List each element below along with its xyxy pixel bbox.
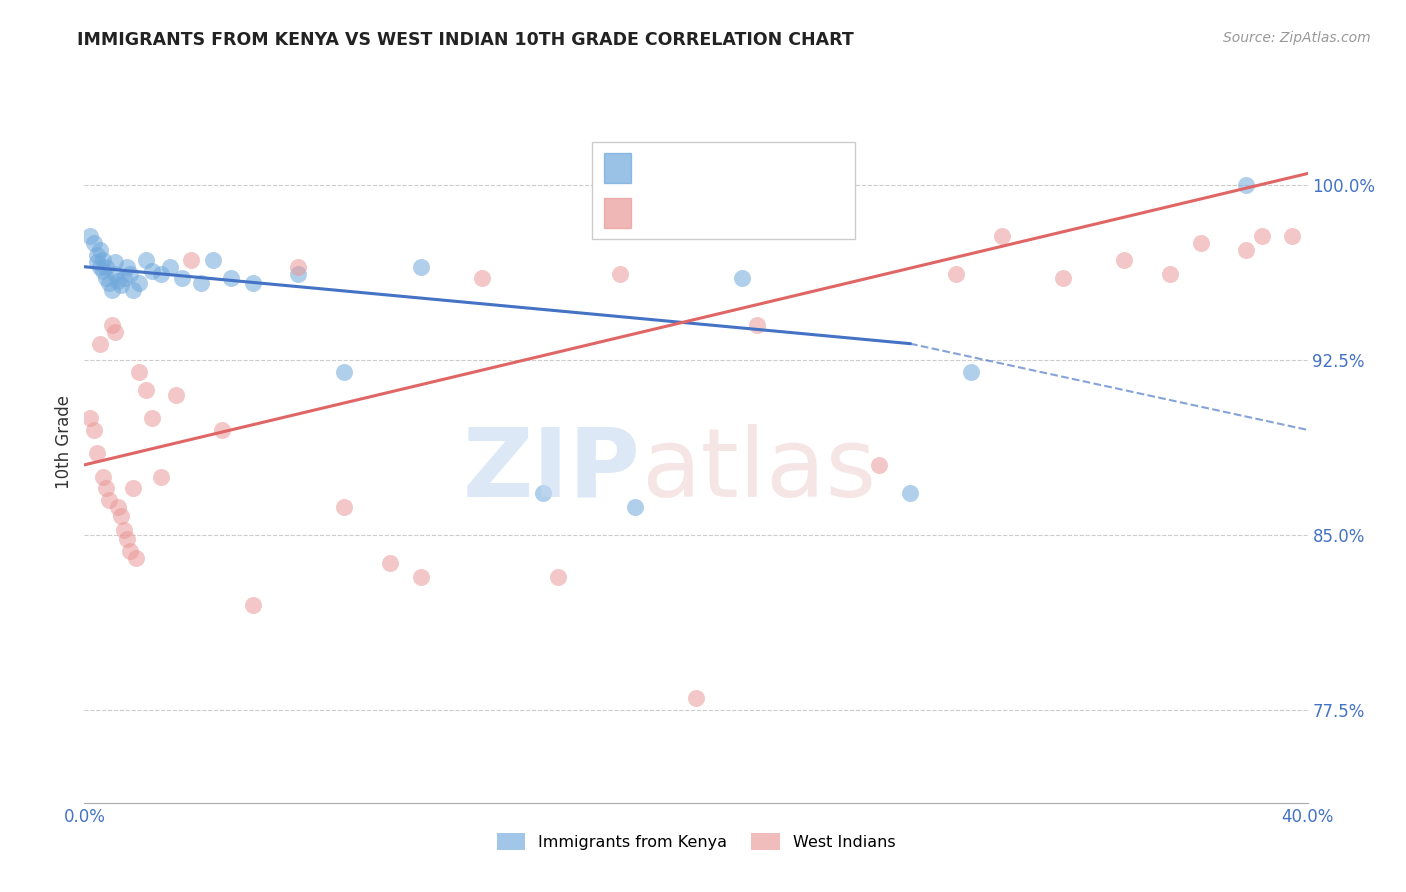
- Point: [135, 252, 157, 267]
- Point: [747, 318, 769, 332]
- Point: [1236, 178, 1258, 193]
- Point: [91, 252, 114, 267]
- Point: [1052, 271, 1074, 285]
- Point: [1189, 236, 1212, 251]
- Y-axis label: 10th Grade: 10th Grade: [55, 394, 73, 489]
- Point: [83, 236, 105, 251]
- Point: [122, 481, 145, 495]
- Point: [531, 485, 554, 500]
- Point: [960, 365, 983, 379]
- Point: [89, 336, 111, 351]
- Point: [471, 271, 494, 285]
- Point: [609, 267, 631, 281]
- Point: [125, 551, 148, 566]
- Point: [211, 423, 233, 437]
- Point: [79, 411, 101, 425]
- Text: R = -0.235   N = 39: R = -0.235 N = 39: [641, 157, 804, 175]
- Point: [86, 255, 108, 269]
- Text: IMMIGRANTS FROM KENYA VS WEST INDIAN 10TH GRADE CORRELATION CHART: IMMIGRANTS FROM KENYA VS WEST INDIAN 10T…: [77, 31, 853, 49]
- Text: atlas: atlas: [641, 424, 876, 517]
- Text: Source: ZipAtlas.com: Source: ZipAtlas.com: [1223, 31, 1371, 45]
- Point: [180, 252, 202, 267]
- Point: [1114, 252, 1136, 267]
- Point: [135, 384, 157, 398]
- Point: [190, 276, 212, 290]
- Point: [149, 267, 172, 281]
- Point: [94, 481, 117, 495]
- Point: [201, 252, 224, 267]
- Point: [1250, 229, 1272, 244]
- Point: [898, 485, 921, 500]
- Point: [172, 271, 194, 285]
- Point: [165, 388, 187, 402]
- Point: [91, 264, 114, 278]
- Point: [731, 271, 754, 285]
- Point: [409, 260, 432, 274]
- Point: [287, 260, 309, 274]
- Point: [141, 411, 163, 425]
- Text: ZIP: ZIP: [463, 424, 641, 517]
- Point: [91, 469, 114, 483]
- Text: R =  0.500   N = 43: R = 0.500 N = 43: [641, 202, 803, 220]
- Point: [159, 260, 181, 274]
- Point: [112, 523, 135, 537]
- Point: [83, 423, 105, 437]
- Point: [107, 274, 129, 288]
- Point: [104, 267, 127, 281]
- Point: [104, 325, 127, 339]
- Point: [991, 229, 1014, 244]
- Point: [97, 492, 120, 507]
- Point: [128, 365, 150, 379]
- Point: [242, 598, 264, 612]
- Point: [141, 264, 163, 278]
- Point: [409, 570, 432, 584]
- Point: [1236, 244, 1258, 258]
- Point: [1281, 229, 1303, 244]
- Point: [101, 283, 124, 297]
- Point: [94, 271, 117, 285]
- Point: [112, 271, 135, 285]
- Point: [110, 509, 132, 524]
- Point: [242, 276, 264, 290]
- Point: [869, 458, 891, 472]
- Point: [128, 276, 150, 290]
- Point: [120, 544, 142, 558]
- Point: [86, 248, 108, 262]
- Point: [122, 283, 145, 297]
- Bar: [605, 153, 631, 183]
- Point: [149, 469, 172, 483]
- Point: [624, 500, 647, 514]
- Point: [1159, 267, 1181, 281]
- Point: [115, 260, 138, 274]
- Point: [120, 267, 142, 281]
- Point: [115, 533, 138, 547]
- Point: [89, 244, 111, 258]
- Point: [104, 255, 127, 269]
- Point: [547, 570, 569, 584]
- Point: [333, 500, 356, 514]
- Point: [89, 260, 111, 274]
- Point: [107, 500, 129, 514]
- Point: [380, 556, 402, 570]
- Bar: [605, 198, 631, 228]
- FancyBboxPatch shape: [592, 142, 855, 239]
- Point: [101, 318, 124, 332]
- Point: [110, 278, 132, 293]
- Point: [287, 267, 309, 281]
- Point: [685, 690, 707, 705]
- Point: [86, 446, 108, 460]
- Point: [333, 365, 356, 379]
- Point: [219, 271, 242, 285]
- Legend: Immigrants from Kenya, West Indians: Immigrants from Kenya, West Indians: [491, 827, 901, 856]
- Point: [79, 229, 101, 244]
- Point: [945, 267, 967, 281]
- Point: [97, 276, 120, 290]
- Point: [94, 260, 117, 274]
